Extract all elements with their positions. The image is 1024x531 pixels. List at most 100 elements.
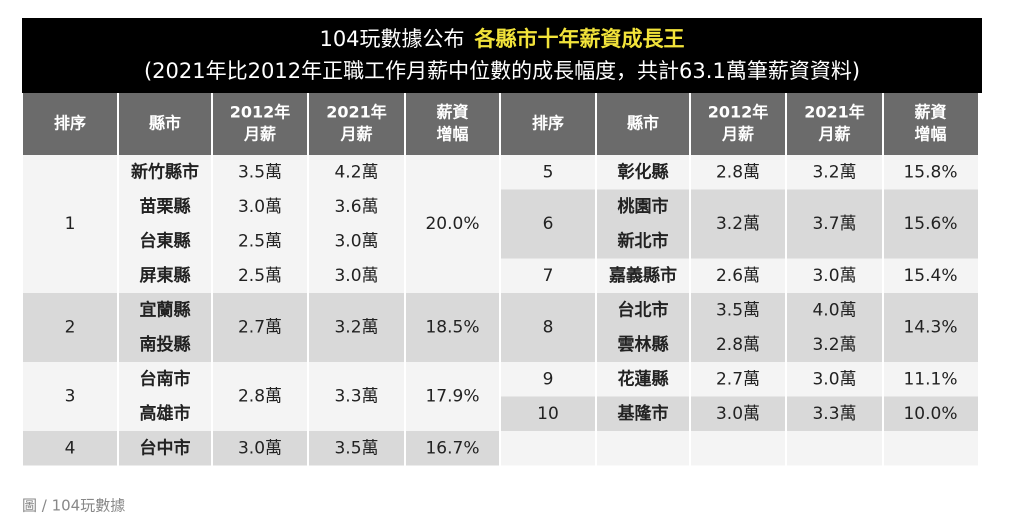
salary-cell: 3.0萬 <box>238 197 282 217</box>
group-background <box>22 431 500 466</box>
header-row <box>500 93 978 155</box>
header-cell: 排序 <box>532 114 564 133</box>
header-cell: 2021年 <box>804 103 865 122</box>
salary-cell: 3.2萬 <box>812 335 856 355</box>
header-row <box>22 93 500 155</box>
rank-cell: 4 <box>65 438 76 458</box>
header-cell: 月薪 <box>243 125 276 144</box>
growth-cell: 11.1% <box>903 369 957 389</box>
growth-cell: 16.7% <box>425 438 479 458</box>
salary-cell: 3.3萬 <box>812 404 856 424</box>
group-background <box>500 258 978 293</box>
city-cell: 高雄市 <box>140 403 191 424</box>
group-background <box>500 396 978 431</box>
header-cell: 縣市 <box>149 114 181 133</box>
rank-cell: 10 <box>537 404 559 424</box>
growth-cell: 18.5% <box>425 318 479 338</box>
title-band <box>22 18 982 93</box>
subtitle: (2021年比2012年正職工作月薪中位數的成長幅度，共計63.1萬筆薪資資料) <box>144 59 860 83</box>
group-background <box>22 155 500 293</box>
rank-cell: 8 <box>543 318 554 338</box>
city-cell: 彰化縣 <box>618 161 669 182</box>
salary-cell: 3.0萬 <box>334 266 378 286</box>
group-background <box>22 293 500 362</box>
rank-cell: 5 <box>543 162 554 182</box>
header-cell: 月薪 <box>721 125 754 144</box>
salary-cell: 3.6萬 <box>334 197 378 217</box>
salary-cell: 2.5萬 <box>238 231 282 251</box>
rank-cell: 1 <box>65 214 76 234</box>
group-background <box>500 362 978 397</box>
salary-cell: 3.7萬 <box>812 214 856 234</box>
title-highlight: 各縣市十年薪資成長王 <box>474 27 685 51</box>
salary-cell: 3.2萬 <box>334 318 378 338</box>
growth-cell: 10.0% <box>903 404 957 424</box>
city-cell: 雲林縣 <box>618 334 669 355</box>
rank-cell: 6 <box>543 214 554 234</box>
group-background <box>500 189 978 259</box>
city-cell: 台中市 <box>140 437 191 458</box>
header-cell: 薪資 <box>436 103 468 122</box>
salary-cell: 2.8萬 <box>716 335 760 355</box>
header-cell: 縣市 <box>627 114 659 133</box>
city-cell: 基隆市 <box>617 403 669 424</box>
city-cell: 花蓮縣 <box>618 368 669 389</box>
header-cell: 2012年 <box>230 103 291 122</box>
salary-cell: 2.6萬 <box>716 266 760 286</box>
header-cell: 月薪 <box>339 125 372 144</box>
salary-cell: 4.0萬 <box>812 300 856 320</box>
growth-cell: 15.6% <box>903 214 957 234</box>
salary-cell: 2.7萬 <box>716 369 760 389</box>
growth-cell: 15.4% <box>903 266 957 286</box>
header-cell: 增幅 <box>914 125 946 144</box>
city-cell: 桃園市 <box>618 196 669 217</box>
rank-cell: 7 <box>543 266 554 286</box>
header-cell: 薪資 <box>914 103 946 122</box>
header-cell: 2021年 <box>326 103 387 122</box>
salary-cell: 3.5萬 <box>716 300 760 320</box>
rank-cell: 3 <box>65 387 76 407</box>
salary-cell: 2.5萬 <box>238 266 282 286</box>
city-cell: 台東縣 <box>140 230 191 251</box>
growth-cell: 15.8% <box>903 162 957 182</box>
city-cell: 南投縣 <box>140 334 191 355</box>
salary-cell: 3.2萬 <box>812 162 856 182</box>
header-cell: 2012年 <box>708 103 769 122</box>
growth-cell: 17.9% <box>425 387 479 407</box>
group-background <box>500 155 978 190</box>
title-lead: 104玩數據公布 <box>319 27 464 51</box>
salary-cell: 3.2萬 <box>716 214 760 234</box>
rank-cell: 2 <box>65 318 76 338</box>
city-cell: 台北市 <box>618 299 669 320</box>
group-background <box>22 362 500 431</box>
salary-cell: 4.2萬 <box>334 162 378 182</box>
header-cell: 增幅 <box>436 125 468 144</box>
city-cell: 新竹縣市 <box>131 161 199 182</box>
salary-cell: 2.8萬 <box>238 387 282 407</box>
salary-cell: 3.5萬 <box>238 162 282 182</box>
salary-cell: 2.7萬 <box>238 318 282 338</box>
title: 104玩數據公布 各縣市十年薪資成長王 <box>319 27 684 51</box>
header-cell: 月薪 <box>817 125 850 144</box>
salary-cell: 3.0萬 <box>334 231 378 251</box>
salary-cell: 3.5萬 <box>334 438 378 458</box>
growth-cell: 14.3% <box>903 318 957 338</box>
salary-cell: 3.0萬 <box>716 404 760 424</box>
salary-cell: 2.8萬 <box>716 162 760 182</box>
empty-row <box>500 431 978 466</box>
city-cell: 宜蘭縣 <box>140 299 191 320</box>
city-cell: 嘉義縣市 <box>608 265 677 286</box>
salary-cell: 3.0萬 <box>812 369 856 389</box>
salary-cell: 3.0萬 <box>812 266 856 286</box>
group-background <box>500 293 978 362</box>
city-cell: 屏東縣 <box>140 265 191 286</box>
caption: 圖 / 104玩數據 <box>22 497 125 515</box>
city-cell: 苗栗縣 <box>140 196 191 217</box>
city-cell: 台南市 <box>140 368 191 389</box>
city-cell: 新北市 <box>618 230 669 251</box>
salary-cell: 3.3萬 <box>334 387 378 407</box>
salary-cell: 3.0萬 <box>238 438 282 458</box>
rank-cell: 9 <box>543 369 554 389</box>
growth-cell: 20.0% <box>425 214 479 234</box>
